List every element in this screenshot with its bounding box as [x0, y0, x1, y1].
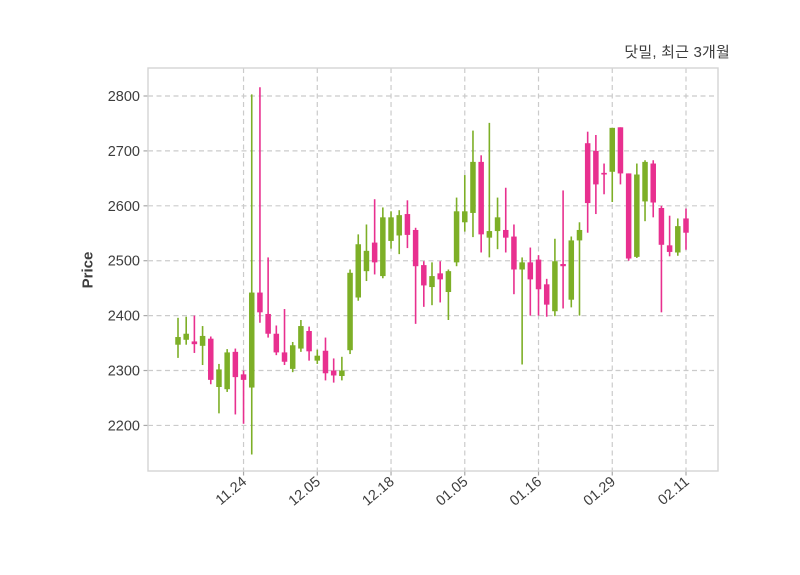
candle-body-down [437, 273, 443, 280]
candle-body-up [642, 161, 648, 202]
candle-body-up [519, 262, 525, 270]
candle-body-down [273, 333, 280, 353]
candle-body-down [478, 161, 484, 235]
candle-body-down [412, 229, 419, 267]
candle-body-up [552, 261, 558, 312]
candle-body-up [453, 211, 460, 263]
grid-layer [148, 68, 718, 471]
candle-body-up [298, 326, 304, 349]
x-tick-label: 11.24 [213, 474, 250, 509]
candle-body-up [314, 355, 321, 361]
x-tick-label: 12.18 [360, 474, 398, 510]
candle-body-up [445, 271, 452, 293]
candle-body-up [289, 345, 296, 369]
y-tick-label: 2400 [108, 309, 140, 325]
candle-body-down [593, 150, 599, 185]
candle-body-up [347, 272, 353, 351]
y-tick-label: 2800 [108, 89, 140, 105]
candle-body-down [535, 259, 542, 290]
candle-body-up [429, 276, 435, 288]
candle-body-up [462, 211, 468, 223]
candle-body-down [306, 330, 312, 352]
candle-body-up [388, 217, 394, 241]
y-tick-label: 2500 [108, 254, 140, 270]
candle-body-down [584, 143, 591, 204]
candle-body-up [355, 244, 362, 298]
y-tick-label: 2200 [108, 418, 140, 434]
candle-body-down [625, 173, 632, 259]
candle-body-up [183, 333, 189, 340]
candle-body-down [265, 313, 271, 334]
axis-layer: 2200 2300 2400 2500 2600 2700 2800 11.24 12.05 12… [108, 67, 719, 510]
plot-border [147, 67, 719, 472]
candle-body-up [568, 240, 575, 300]
candle-body-up [363, 250, 370, 272]
candle-body-up [486, 231, 493, 238]
candle-body-down [511, 236, 517, 270]
candle-body-down [666, 245, 673, 252]
candle-body-up [675, 226, 681, 253]
x-tick-label: 02.11 [655, 474, 692, 509]
candle-body-down [240, 374, 247, 380]
candle-body-up [224, 352, 230, 390]
y-tick-label: 2700 [108, 144, 140, 160]
candle-body-down [257, 292, 263, 313]
candle-body-up [634, 174, 640, 257]
candle-body-up [494, 217, 501, 232]
candle-body-down [281, 352, 288, 362]
candle-body-down [502, 229, 509, 238]
candle-body-down [421, 265, 427, 286]
candle-body-up [248, 292, 255, 388]
candle-body-up [339, 370, 345, 377]
candle-body-down [322, 350, 329, 374]
candle-body-up [470, 161, 476, 213]
candle-body-down [683, 218, 689, 233]
candle-body-up [199, 335, 206, 346]
candle-body-up [609, 127, 616, 172]
candle-body-down [232, 351, 239, 378]
x-tick-label: 12.05 [286, 474, 324, 510]
candle-body-up [216, 369, 222, 387]
candle-body-down [543, 284, 550, 305]
candle-body-down [527, 262, 534, 280]
candles-layer [175, 87, 689, 455]
x-tick-label: 01.16 [507, 474, 545, 510]
candle-body-up [396, 215, 402, 236]
candle-body-down [191, 341, 198, 345]
candle-body-down [404, 214, 411, 235]
chart-title: 닷밀, 최근 3개월 [624, 44, 730, 61]
x-tick-label: 01.05 [433, 474, 471, 510]
candle-body-down [650, 163, 656, 203]
candle-body-down [330, 370, 337, 376]
candle-body-up [576, 229, 583, 241]
x-tick-label: 01.29 [581, 474, 619, 510]
y-axis-label: Price [79, 251, 97, 289]
candle-body-up [380, 217, 386, 277]
candle-body-up [175, 337, 181, 345]
candle-body-down [658, 208, 665, 245]
candle-body-down [560, 264, 566, 267]
y-tick-label: 2300 [108, 364, 140, 380]
candle-body-down [371, 242, 378, 263]
y-tick-label: 2600 [108, 199, 140, 215]
candle-body-down [208, 338, 214, 380]
candle-body-down [601, 172, 607, 175]
candle-body-down [617, 127, 624, 174]
